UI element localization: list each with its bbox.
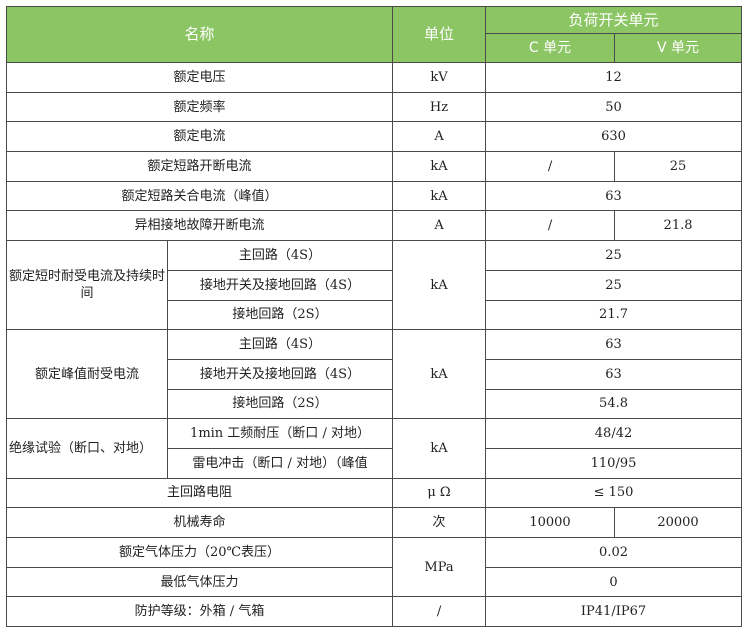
row-c-value: / [485,210,616,242]
header-group: 负荷开关单元 [485,6,743,34]
row-name: 额定电压 [5,62,394,93]
row-name: 最低气体压力 [5,566,394,598]
row-sub-name: 主回路（4S） [166,240,394,271]
table-row: 额定气体压力（20℃表压） MPa 0.02 [5,536,743,598]
row-value: 63 [485,329,743,360]
row-name: 额定频率 [5,91,394,123]
row-value: 50 [485,91,743,123]
row-unit: A [392,121,487,153]
row-name: 防护等级：外箱 / 气箱 [5,596,394,628]
spec-table: 名称 单位 负荷开关单元 C 单元 V 单元 额定电压 kV 12 额定频率 Hz 50… [5,6,743,628]
table-row: 防护等级：外箱 / 气箱 / IP41/IP67 [5,596,743,628]
row-sub-name: 接地开关及接地回路（4S） [166,358,394,390]
row-name: 额定短路关合电流（峰值） [5,180,394,212]
table-row: 最低气体压力 0 [5,566,743,598]
table-row: 额定峰值耐受电流 主回路（4S） kA 63 [6,329,743,420]
table-row: 额定短路关合电流（峰值） kA 63 [5,180,743,212]
row-value: 48/42 [485,418,743,449]
row-unit: 次 [392,507,487,538]
row-unit: kV [392,62,487,93]
table-row: 额定电压 kV 12 [5,62,743,93]
row-value: 0 [485,566,743,598]
group-name: 额定峰值耐受电流 [6,329,168,420]
row-value: ≤ 150 [485,477,743,509]
row-v-value: 21.8 [614,210,743,242]
header-c-unit: C 单元 [485,33,616,63]
row-name: 机械寿命 [5,507,394,538]
row-value: IP41/IP67 [485,596,743,628]
row-v-value: 20000 [614,507,743,538]
table-row: 额定电流 A 630 [5,121,743,153]
row-value: 21.7 [485,299,743,331]
row-c-value: 10000 [485,507,616,538]
table-row: 额定频率 Hz 50 [5,91,743,123]
row-unit: / [392,596,487,628]
group-name: 额定短时耐受电流及持续时间 [6,240,168,331]
row-name: 额定短路开断电流 [5,151,394,182]
row-v-value: 25 [614,151,743,182]
row-unit: MPa [392,536,487,598]
row-sub-name: 接地回路（2S） [166,299,394,331]
row-value: 630 [485,121,743,153]
row-value: 110/95 [485,447,743,479]
row-value: 63 [485,180,743,212]
row-value: 0.02 [485,537,743,568]
table-row: 接地开关及接地回路（4S） 25 [7,269,743,301]
row-sub-name: 雷电冲击（断口 / 对地）（峰值 [166,447,394,479]
table-row: 接地回路（2S） 21.7 [7,299,743,331]
group-name: 绝缘试验（断口、对地） [6,418,168,479]
table-row: 额定短时耐受电流及持续时间 主回路（4S） kA 25 [6,240,743,331]
row-name: 额定电流 [5,121,394,153]
table-row: 接地开关及接地回路（4S） 63 [7,358,743,390]
header-v-unit: V 单元 [614,33,743,63]
row-sub-name: 接地开关及接地回路（4S） [166,269,394,301]
header-unit: 单位 [392,6,487,63]
row-unit: kA [392,180,487,212]
table-row: 额定短路开断电流 kA/25 [5,151,743,182]
row-value: 12 [485,62,743,93]
row-sub-name: 主回路（4S） [166,329,394,360]
table-row: 机械寿命次 10000 20000 [5,507,743,538]
row-unit: kA [392,418,487,479]
row-unit: A [392,210,487,242]
row-unit: kA [392,151,487,182]
row-sub-name: 接地回路（2S） [166,388,394,420]
table-row: 雷电冲击（断口 / 对地）（峰值 110/95 [7,447,743,479]
row-unit: Hz [392,91,487,123]
row-c-value: / [485,151,616,182]
row-value: 25 [485,269,743,301]
row-unit: kA [392,240,487,331]
row-unit: kA [392,329,487,420]
row-unit: μ Ω [392,477,487,509]
table-row: 异相接地故障开断电流 A/21.8 [5,210,743,242]
row-value: 54.8 [485,388,743,420]
row-name: 额定气体压力（20℃表压） [5,537,394,568]
row-name: 异相接地故障开断电流 [5,210,394,242]
table-row: 接地回路（2S） 54.8 [7,388,743,420]
header-name: 名称 [5,6,394,63]
table-row: 主回路电阻 μ Ω ≤ 150 [5,477,743,509]
row-sub-name: 1min 工频耐压（断口 / 对地） [166,418,394,449]
row-name: 主回路电阻 [5,477,394,509]
row-value: 63 [485,358,743,390]
table-row: 绝缘试验（断口、对地） 1min 工频耐压（断口 / 对地） kA 48/42 [6,418,743,479]
row-value: 25 [485,240,743,271]
